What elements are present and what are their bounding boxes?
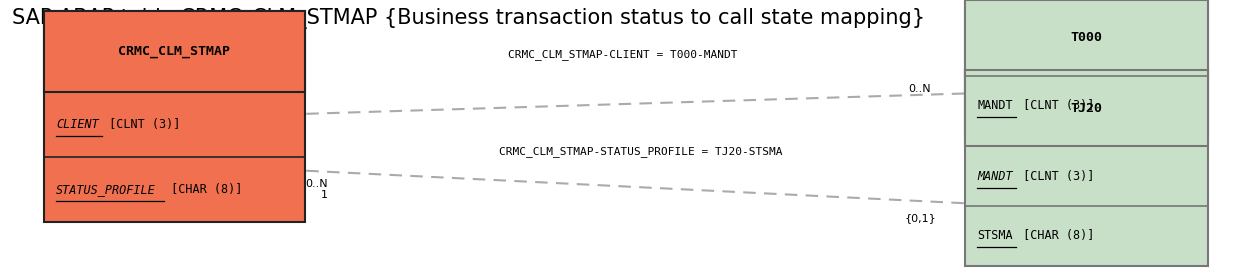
Text: TJ20: TJ20	[1071, 102, 1102, 115]
FancyBboxPatch shape	[44, 11, 305, 92]
Text: T000: T000	[1071, 31, 1102, 44]
Text: STSMA: STSMA	[977, 229, 1013, 242]
FancyBboxPatch shape	[965, 70, 1208, 146]
Text: SAP ABAP table CRMC_CLM_STMAP {Business transaction status to call state mapping: SAP ABAP table CRMC_CLM_STMAP {Business …	[12, 8, 925, 29]
Text: 0..N
1: 0..N 1	[305, 179, 327, 201]
Text: CRMC_CLM_STMAP: CRMC_CLM_STMAP	[118, 45, 230, 58]
Text: CRMC_CLM_STMAP-STATUS_PROFILE = TJ20-STSMA: CRMC_CLM_STMAP-STATUS_PROFILE = TJ20-STS…	[499, 146, 783, 157]
Text: [CHAR (8)]: [CHAR (8)]	[1016, 229, 1094, 242]
Text: {0,1}: {0,1}	[904, 213, 936, 223]
Text: MANDT: MANDT	[977, 170, 1013, 183]
Text: MANDT: MANDT	[977, 99, 1013, 112]
Text: 0..N: 0..N	[909, 85, 931, 94]
Text: [CHAR (8)]: [CHAR (8)]	[164, 183, 243, 196]
Text: STATUS_PROFILE: STATUS_PROFILE	[56, 183, 156, 196]
Text: CRMC_CLM_STMAP-CLIENT = T000-MANDT: CRMC_CLM_STMAP-CLIENT = T000-MANDT	[508, 49, 737, 60]
FancyBboxPatch shape	[965, 0, 1208, 76]
Text: [CLNT (3)]: [CLNT (3)]	[1016, 170, 1094, 183]
Text: [CLNT (3)]: [CLNT (3)]	[102, 118, 181, 131]
Text: CLIENT: CLIENT	[56, 118, 98, 131]
Text: [CLNT (3)]: [CLNT (3)]	[1016, 99, 1094, 112]
FancyBboxPatch shape	[965, 70, 1208, 266]
FancyBboxPatch shape	[965, 0, 1208, 136]
FancyBboxPatch shape	[44, 11, 305, 222]
